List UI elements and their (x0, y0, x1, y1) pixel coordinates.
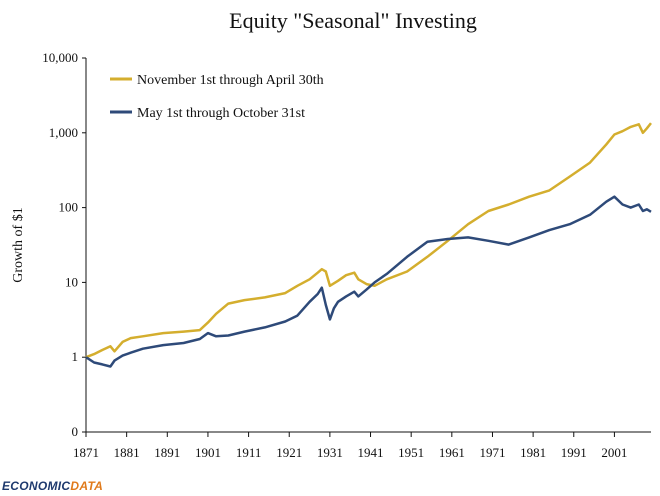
series-line-may-oct (85, 195, 652, 368)
y-tick-label: 10 (65, 274, 78, 289)
x-tick-label: 1911 (236, 445, 262, 460)
x-tick-label: 1931 (317, 445, 343, 460)
x-tick-label: 1961 (439, 445, 465, 460)
series-lines (85, 122, 652, 368)
x-tick-label: 1921 (276, 445, 302, 460)
logo-text-right: DATA (70, 479, 104, 493)
series-line-nov-apr (85, 122, 652, 359)
x-ticks: 1871 1881 1891 1901 1911 1921 1931 1941 1951 1961… (73, 432, 627, 460)
y-axis-label: Growth of $1 (11, 207, 26, 282)
legend-label-may-oct: May 1st through October 31st (137, 106, 305, 121)
x-tick-label: 1971 (479, 445, 505, 460)
x-tick-label: 1941 (358, 445, 384, 460)
x-tick-label: 1951 (398, 445, 424, 460)
x-tick-label: 1991 (561, 445, 587, 460)
y-tick-label: 1 (72, 349, 79, 364)
economicdata-logo: ECONOMICDATA (2, 479, 103, 493)
y-tick-label: 1,000 (49, 125, 78, 140)
x-tick-label: 1981 (520, 445, 546, 460)
x-tick-label: 1881 (114, 445, 140, 460)
x-tick-label: 1891 (154, 445, 180, 460)
x-tick-label: 1871 (73, 445, 99, 460)
y-tick-label: 100 (59, 200, 79, 215)
legend: November 1st through April 30th May 1st … (110, 73, 324, 121)
logo-text-left: ECONOMIC (2, 479, 71, 493)
y-tick-label: 0 (72, 424, 79, 439)
y-ticks: 0 1 10 100 1,000 10,000 (42, 50, 86, 439)
y-tick-label: 10,000 (42, 50, 78, 65)
x-tick-label: 1901 (195, 445, 221, 460)
x-tick-label: 2001 (601, 445, 627, 460)
chart-title: Equity "Seasonal" Investing (229, 8, 477, 33)
legend-label-nov-apr: November 1st through April 30th (137, 73, 324, 88)
